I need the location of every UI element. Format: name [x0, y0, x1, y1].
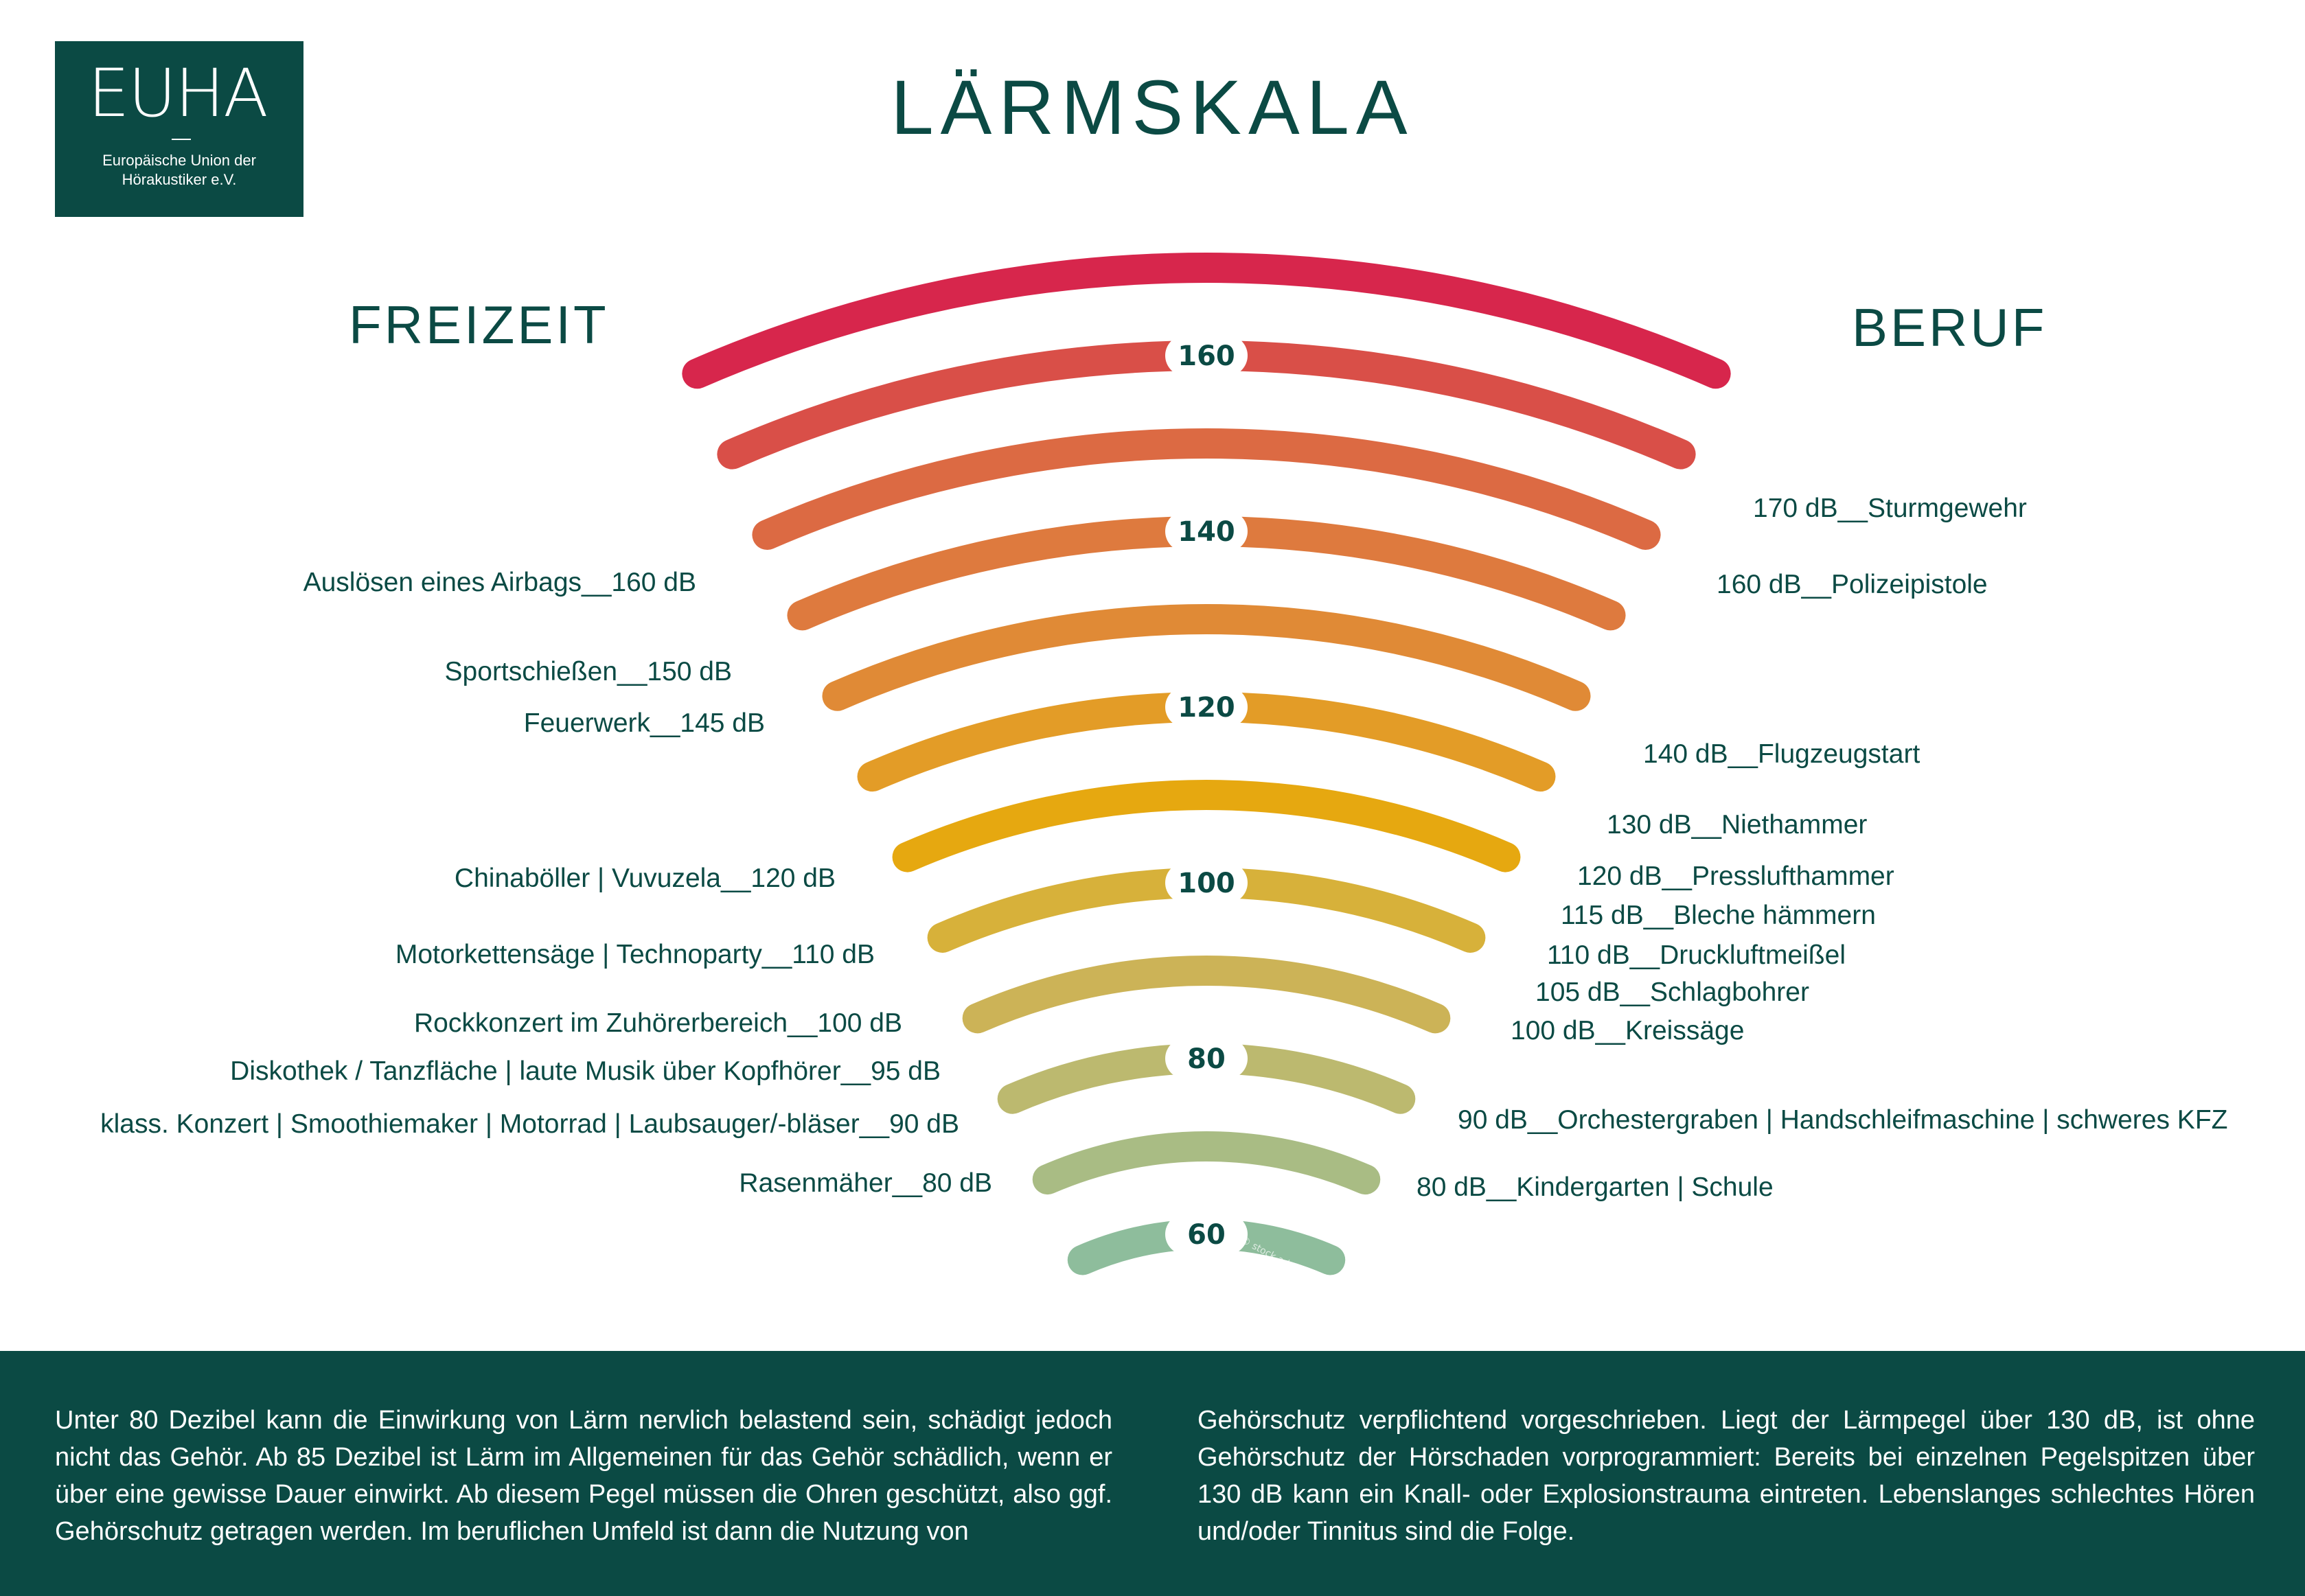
logo-subtitle: Europäische Union der Hörakustiker e.V.: [55, 151, 303, 189]
footer-text-left: Unter 80 Dezibel kann die Einwirkung von…: [55, 1406, 1112, 1546]
noise-arc-2: [752, 428, 1661, 551]
noise-arc-0: [682, 253, 1731, 389]
logo-subtitle-line1: Europäische Union der: [102, 152, 256, 169]
scale-mark-label: 140: [1178, 516, 1235, 548]
scale-mark-background: [1165, 1214, 1248, 1255]
page-title: LÄRMSKALA: [891, 65, 1414, 150]
leisure-item: Rockkonzert im Zuhörerbereich__100 dB: [413, 1008, 902, 1038]
noise-arc-8: [962, 956, 1451, 1034]
logo-divider: [172, 139, 191, 140]
work-heading: BERUF: [1852, 297, 2048, 358]
scale-mark-background: [1165, 511, 1248, 552]
scale-mark-background: [1165, 686, 1248, 728]
work-item: 160 dB__Polizeipistole: [1717, 570, 1988, 599]
work-item: 105 dB__Schlagbohrer: [1535, 978, 1809, 1007]
logo-subtitle-line2: Hörakustiker e.V.: [122, 171, 237, 188]
work-item: 140 dB__Flugzeugstart: [1643, 739, 1920, 769]
noise-arc-6: [892, 780, 1521, 872]
footer-text-right: Gehörschutz verpflichtend vorgeschrieben…: [1197, 1406, 2255, 1546]
scale-mark-label: 120: [1178, 692, 1235, 724]
work-item: 100 dB__Kreissäge: [1511, 1016, 1745, 1045]
scale-mark-background: [1165, 335, 1248, 376]
footer-panel: Unter 80 Dezibel kann die Einwirkung von…: [0, 1351, 2305, 1596]
work-item: 120 dB__Presslufthammer: [1577, 861, 1894, 891]
leisure-item: Auslösen eines Airbags__160 dB: [303, 568, 696, 597]
scale-mark-label: 80: [1187, 1043, 1226, 1075]
euha-logo: EUHA Europäische Union der Hörakustiker …: [55, 41, 303, 217]
leisure-item: Feuerwerk__145 dB: [523, 708, 765, 738]
logo-brand: EUHA: [88, 55, 268, 132]
leisure-item: Chinaböller | Vuvuzela__120 dB: [454, 864, 836, 893]
work-item: 170 dB__Sturmgewehr: [1753, 494, 2027, 523]
noise-scale-diagram: 160 140 120 100 80 60: [682, 253, 1731, 1275]
work-item: 80 dB__Kindergarten | Schule: [1417, 1172, 1774, 1202]
noise-arc-4: [822, 604, 1591, 711]
leisure-item: Motorkettensäge | Technoparty__110 dB: [395, 940, 875, 969]
leisure-item: Rasenmäher__80 dB: [739, 1168, 992, 1198]
scale-marks: 160 140 120 100 80 60: [1165, 335, 1248, 1255]
leisure-heading: FREIZEIT: [349, 294, 609, 355]
leisure-item: klass. Konzert | Smoothiemaker | Motorra…: [100, 1109, 959, 1139]
work-item: 90 dB__Orchestergraben | Handschleifmasc…: [1458, 1105, 2228, 1135]
scale-mark-label: 160: [1178, 340, 1235, 372]
noise-arc-10: [1032, 1131, 1381, 1195]
scale-mark-background: [1165, 1038, 1248, 1079]
work-item: 130 dB__Niethammer: [1607, 810, 1868, 840]
scale-mark-label: 100: [1178, 868, 1235, 899]
work-item: 115 dB__Bleche hämmern: [1561, 901, 1876, 930]
scale-mark-label: 60: [1187, 1219, 1226, 1251]
work-item: 110 dB__Druckluftmeißel: [1547, 940, 1846, 970]
scale-mark-background: [1165, 862, 1248, 903]
leisure-item: Diskothek / Tanzfläche | laute Musik übe…: [230, 1056, 941, 1086]
leisure-item: Sportschießen__150 dB: [444, 657, 732, 686]
